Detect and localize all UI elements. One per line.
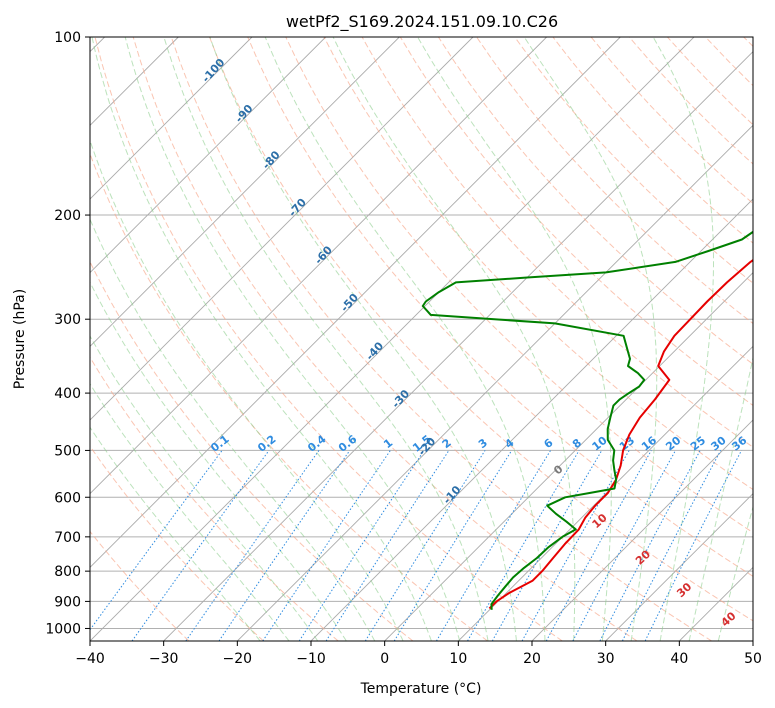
x-tick-label: −10 xyxy=(296,651,326,667)
mixing-ratio-line xyxy=(435,450,552,641)
isotherm-line xyxy=(90,37,695,641)
y-tick-label: 600 xyxy=(54,490,81,506)
plot-frame xyxy=(89,36,754,642)
chart-title: wetPf2_S169.2024.151.09.10.C26 xyxy=(286,12,558,32)
mixing-ratio-line xyxy=(298,450,425,641)
mixing-ratio-line xyxy=(393,450,513,641)
moist-adiabat-line xyxy=(163,37,489,641)
mixing-ratio-line xyxy=(185,450,320,641)
moist-adiabat-line xyxy=(90,426,261,641)
mixing-ratio-line xyxy=(572,450,676,641)
isotherm-line xyxy=(605,493,753,641)
isotherm-line xyxy=(90,37,326,274)
moist-adiabat-line xyxy=(91,37,432,641)
dry-adiabat-line xyxy=(285,37,753,534)
mixing-ratio-line xyxy=(545,450,652,641)
isotherm-line xyxy=(531,419,753,641)
moist-adiabat-line xyxy=(124,37,461,641)
moist-adiabat-line xyxy=(523,37,658,641)
dry-adiabat-line xyxy=(209,37,753,622)
dry-adiabat-line xyxy=(399,37,753,407)
x-tick-label: −30 xyxy=(149,651,179,667)
y-axis-label: Pressure (hPa) xyxy=(12,289,28,389)
x-tick-label: 0 xyxy=(380,651,389,667)
moist-adiabat-line xyxy=(90,138,404,641)
mixing-ratio-line xyxy=(599,450,701,641)
isotherm-line xyxy=(384,272,753,641)
sounding-profiles xyxy=(421,230,753,610)
isotherm-line xyxy=(90,37,400,347)
x-tick-label: 40 xyxy=(670,651,688,667)
mixing-ratio-line xyxy=(364,450,486,641)
moist-adiabat-line xyxy=(90,217,376,641)
dry-adiabat-line xyxy=(437,37,753,365)
dewpoint-profile-line xyxy=(421,230,753,610)
mixing-ratio-line xyxy=(262,450,391,641)
mixing-ratio-line xyxy=(90,450,223,631)
x-axis-label: Temperature (°C) xyxy=(360,681,482,697)
x-tick-label: 50 xyxy=(744,651,762,667)
y-tick-label: 900 xyxy=(54,594,81,610)
moist-adiabat-line xyxy=(652,37,714,641)
mixing-ratio-line xyxy=(644,450,742,641)
mixing-ratio-line xyxy=(521,450,630,641)
isotherm-line xyxy=(90,37,253,200)
mixing-ratio-line xyxy=(325,450,450,641)
y-tick-label: 300 xyxy=(54,312,81,328)
y-tick-label: 800 xyxy=(54,564,81,580)
x-tick-label: 10 xyxy=(449,651,467,667)
y-tick-label: 500 xyxy=(54,443,81,459)
dry-adiabat-line xyxy=(247,37,753,577)
background-lines xyxy=(90,37,753,641)
y-tick-label: 700 xyxy=(54,530,81,546)
dry-adiabat-line xyxy=(514,37,753,284)
dry-adiabat-line xyxy=(90,445,264,641)
isotherm-line xyxy=(90,37,621,568)
y-tick-label: 1000 xyxy=(45,621,81,637)
y-tick-label: 100 xyxy=(54,30,81,46)
x-tick-label: 30 xyxy=(597,651,615,667)
y-tick-label: 400 xyxy=(54,386,81,402)
x-tick-label: 20 xyxy=(523,651,541,667)
mixing-ratio-line xyxy=(218,450,351,641)
mixing-ratio-line xyxy=(621,450,722,641)
isotherm-line xyxy=(90,37,547,495)
isotherm-line xyxy=(237,124,753,641)
dry-adiabat-line xyxy=(170,37,712,641)
dry-adiabat-line xyxy=(90,260,414,641)
x-tick-label: −20 xyxy=(223,651,253,667)
isotherm-line xyxy=(163,51,753,641)
dry-adiabat-line xyxy=(90,152,488,641)
moist-adiabat-line xyxy=(90,382,290,641)
dry-adiabat-line xyxy=(94,37,563,641)
moist-adiabat-line xyxy=(688,355,753,641)
isotherm-line xyxy=(90,37,474,421)
moist-adiabat-line xyxy=(209,37,517,641)
dry-adiabat-line xyxy=(90,530,190,641)
moist-adiabat-line xyxy=(90,281,347,641)
mixing-ratio-line xyxy=(131,450,270,641)
moist-adiabat-line xyxy=(264,37,546,641)
moist-adiabat-line xyxy=(90,335,319,641)
temperature-profile-line xyxy=(488,258,753,610)
axis-ticks: −40 −30 −20 −10 0 10 20 30 40 50 100 200 300 400 500 60… xyxy=(45,30,762,667)
x-tick-label: −40 xyxy=(75,651,105,667)
moist-adiabat-line xyxy=(332,37,576,641)
y-tick-label: 200 xyxy=(54,208,81,224)
